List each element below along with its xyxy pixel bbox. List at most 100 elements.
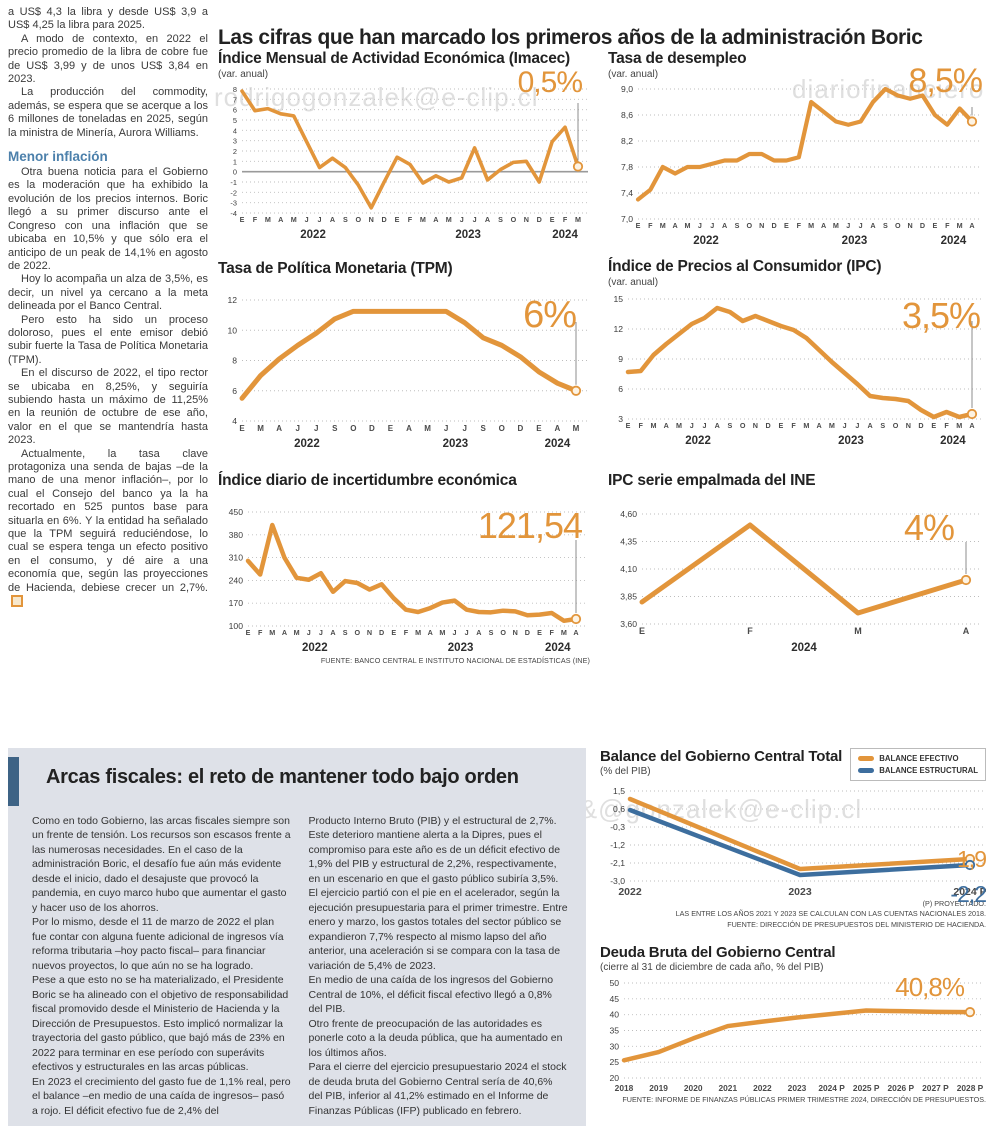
svg-text:2024: 2024	[791, 642, 817, 654]
chart-note: LAS ENTRE LOS AÑOS 2021 Y 2023 SE CALCUL…	[675, 909, 986, 919]
chart-title: Tasa de desempleo	[608, 50, 747, 67]
chart-title: Índice diario de incertidumbre económica	[218, 472, 517, 489]
svg-text:E: E	[639, 626, 645, 636]
svg-text:M: M	[833, 221, 839, 230]
ipc-line-chart: 15 12 9 6 3 E F M A M J J A S O N D E F M A M J J A S O N D E F M A 2022 2…	[608, 291, 984, 447]
tpm-line-chart: 12 10 8 6 4 E M A J J S O D E A M J J S O D E A M 2022 2023 2024	[218, 292, 590, 450]
svg-text:F: F	[550, 628, 555, 637]
svg-text:E: E	[550, 215, 555, 224]
article-paragraph: Otra buena noticia para el Gobierno es l…	[8, 166, 208, 272]
svg-text:F: F	[945, 221, 950, 230]
svg-text:-1: -1	[230, 178, 237, 187]
svg-text:6: 6	[233, 106, 237, 115]
svg-text:J: J	[318, 215, 322, 224]
svg-text:A: A	[476, 628, 481, 637]
svg-text:40: 40	[609, 1010, 619, 1020]
svg-text:J: J	[859, 221, 863, 230]
svg-text:F: F	[747, 626, 753, 636]
svg-text:M: M	[561, 628, 567, 637]
page-title: Las cifras que han marcado los primeros …	[218, 26, 923, 50]
svg-text:2023: 2023	[838, 435, 864, 447]
article-paragraph: Pero esto ha sido un proceso doloroso, p…	[8, 313, 208, 366]
chart-title: Deuda Bruta del Gobierno Central	[600, 944, 836, 961]
svg-text:D: D	[918, 421, 923, 430]
svg-text:8: 8	[233, 85, 237, 94]
svg-text:6: 6	[618, 384, 623, 394]
svg-text:S: S	[498, 215, 503, 224]
svg-text:170: 170	[229, 598, 244, 608]
svg-text:F: F	[408, 215, 413, 224]
fiscal-paragraph: En 2023 el crecimiento del gasto fue de …	[32, 1075, 291, 1117]
svg-text:D: D	[369, 424, 375, 433]
fiscal-paragraph: Pese a que esto no se ha materializado, …	[32, 974, 289, 1074]
svg-text:O: O	[355, 628, 361, 637]
svg-text:3: 3	[233, 137, 237, 146]
fiscal-article-box: Arcas fiscales: el reto de mantener todo…	[8, 748, 586, 1126]
svg-text:F: F	[791, 421, 796, 430]
balance-efectivo-value: -1,9	[950, 846, 987, 872]
svg-text:A: A	[276, 424, 282, 433]
chart-subtitle: (% del PIB)	[600, 766, 651, 777]
svg-text:J: J	[846, 221, 850, 230]
svg-text:35: 35	[609, 1026, 619, 1036]
svg-text:M: M	[265, 215, 271, 224]
svg-text:A: A	[821, 221, 826, 230]
svg-text:2026 P: 2026 P	[888, 1083, 915, 1093]
chart-subtitle: (var. anual)	[218, 69, 269, 80]
chart-title: Balance del Gobierno Central Total	[600, 748, 843, 765]
svg-text:10: 10	[227, 325, 237, 335]
svg-text:6: 6	[232, 386, 237, 396]
svg-text:3: 3	[618, 414, 623, 424]
svg-text:S: S	[728, 421, 733, 430]
deuda-line-chart: 50 45 40 35 30 25 20 2018 2019 2020 2021 2022 2023 20…	[600, 977, 986, 1095]
headline-accent-bar	[8, 757, 19, 806]
svg-text:M: M	[829, 421, 835, 430]
svg-text:2022: 2022	[302, 642, 328, 654]
svg-text:45: 45	[609, 994, 619, 1004]
svg-text:E: E	[784, 221, 789, 230]
svg-text:2024 P: 2024 P	[953, 886, 986, 898]
chart-desempleo: Tasa de desempleo (var. anual) 9,0 8,6 8,2…	[608, 50, 984, 247]
svg-text:2021: 2021	[718, 1083, 737, 1093]
svg-text:2024: 2024	[941, 235, 967, 247]
svg-text:M: M	[956, 421, 962, 430]
svg-text:O: O	[511, 215, 517, 224]
svg-text:N: N	[367, 628, 372, 637]
fiscal-paragraph: Producto Interno Bruto (PIB) y el estruc…	[308, 815, 561, 885]
svg-text:0: 0	[233, 168, 237, 177]
svg-text:A: A	[969, 221, 974, 230]
ipc-latest-value: 3,5%	[901, 295, 981, 336]
article-end-marker-icon	[11, 595, 23, 608]
svg-text:D: D	[766, 421, 771, 430]
svg-text:F: F	[639, 421, 644, 430]
svg-text:J: J	[690, 421, 694, 430]
svg-text:J: J	[314, 424, 318, 433]
svg-text:O: O	[740, 421, 746, 430]
legend-chip-efectivo-icon	[858, 756, 875, 762]
svg-text:M: M	[257, 424, 264, 433]
svg-text:-4: -4	[230, 209, 237, 218]
svg-text:O: O	[499, 424, 505, 433]
svg-text:J: J	[462, 424, 466, 433]
svg-text:D: D	[379, 628, 384, 637]
svg-text:A: A	[969, 421, 974, 430]
article-paragraph: Actualmente, la tasa clave protagoniza u…	[8, 448, 208, 611]
fiscal-text-columns: Como en todo Gobierno, las arcas fiscale…	[32, 814, 568, 1118]
svg-text:J: J	[460, 215, 464, 224]
svg-text:N: N	[524, 215, 529, 224]
svg-text:2023: 2023	[455, 229, 481, 241]
svg-text:2024 P: 2024 P	[818, 1083, 845, 1093]
legend-item-efectivo: BALANCE EFECTIVO	[858, 753, 978, 765]
article-paragraph: La producción del commodity, además, se …	[8, 86, 208, 139]
svg-text:O: O	[356, 215, 362, 224]
svg-text:D: D	[537, 215, 542, 224]
svg-text:A: A	[817, 421, 822, 430]
fiscal-column-1: Como en todo Gobierno, las arcas fiscale…	[32, 814, 292, 1118]
svg-text:M: M	[808, 221, 814, 230]
chart-imacec: Índice Mensual de Actividad Económica (I…	[218, 50, 590, 241]
svg-text:D: D	[517, 424, 523, 433]
svg-text:30: 30	[609, 1041, 619, 1051]
svg-text:S: S	[883, 221, 888, 230]
svg-text:2023: 2023	[788, 1083, 807, 1093]
svg-text:N: N	[906, 421, 911, 430]
